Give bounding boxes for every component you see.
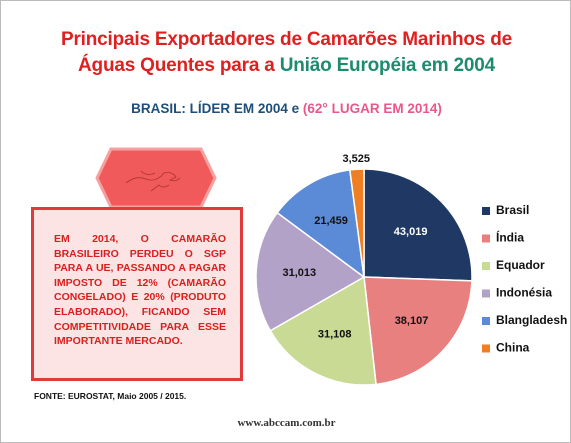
legend-label: Índia — [496, 230, 524, 245]
legend-swatch — [482, 317, 490, 325]
footer: www.abccam.com.br — [1, 417, 571, 429]
note-line: IMPORTANTE MERCADO. — [54, 334, 226, 349]
data-label: 3,525 — [342, 153, 370, 165]
data-label: 31,108 — [318, 329, 352, 341]
note-line: PARA A UE, PASSANDO A PAGAR — [54, 261, 226, 276]
legend-swatch — [482, 207, 490, 215]
legend-swatch — [482, 290, 490, 298]
data-label: 43,019 — [394, 226, 428, 238]
data-label: 31,013 — [282, 267, 316, 279]
legend-label: Equador — [496, 258, 545, 272]
data-label: 38,107 — [395, 315, 429, 327]
slide: Principais Exportadores de Camarões Mari… — [0, 0, 571, 443]
note-line: EM 2014, O CAMARÃO — [54, 232, 226, 247]
legend-swatch — [482, 345, 490, 353]
note-line: IMPOSTO DE 12% (CAMARÃO — [54, 276, 226, 291]
note-line: COMPETITIVIDADE PARA ESSE — [54, 320, 226, 335]
legend-label: Brasil — [496, 203, 529, 217]
legend-label: Indonésia — [496, 286, 552, 300]
pie-slice — [364, 277, 472, 384]
data-label: 21,459 — [314, 215, 348, 227]
legend-label: Blangladesh — [496, 313, 567, 327]
legend-swatch — [482, 235, 490, 243]
hexagon-badge — [97, 149, 215, 207]
note-line: CONGELADO) E 20% (PRODUTO — [54, 290, 226, 305]
legend-label: China — [496, 341, 530, 355]
source: FONTE: EUROSTAT, Maio 2005 / 2015. — [34, 391, 186, 401]
note-line: ELABORADO), FICANDO SEM — [54, 305, 226, 320]
note-line: BRASILEIRO PERDEU O SGP — [54, 247, 226, 262]
legend-swatch — [482, 262, 490, 270]
